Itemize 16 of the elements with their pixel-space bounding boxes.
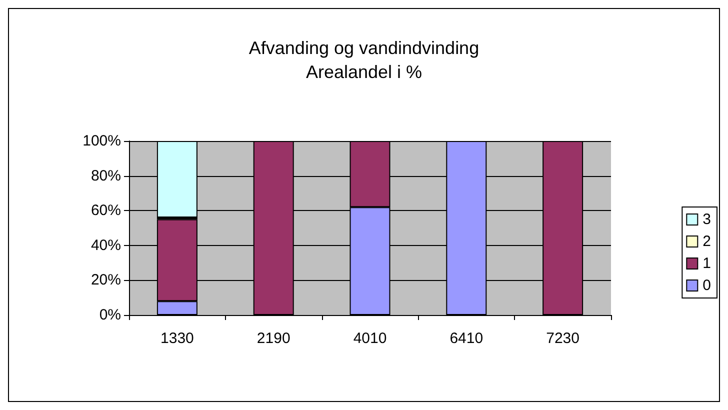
x-tick-label: 4010 <box>353 330 387 347</box>
x-tick-label: 2190 <box>256 330 290 347</box>
x-tick-label: 6410 <box>450 330 484 347</box>
legend-label: 3 <box>702 211 711 228</box>
y-tick-label: 80% <box>90 167 121 184</box>
y-tick-label: 100% <box>82 132 121 150</box>
legend-label: 1 <box>702 255 711 272</box>
legend-label: 0 <box>702 277 711 294</box>
y-tick-label: 60% <box>90 202 121 220</box>
y-tick-label: 40% <box>90 236 121 254</box>
legend-label: 2 <box>702 233 711 250</box>
chart-title: Afvanding og vandindvinding Arealandel i % <box>248 38 480 82</box>
x-tick-label: 7230 <box>546 330 580 347</box>
y-tick-label: 0% <box>99 306 121 324</box>
x-tick-label: 1330 <box>160 330 194 347</box>
y-tick-label: 20% <box>90 272 121 289</box>
